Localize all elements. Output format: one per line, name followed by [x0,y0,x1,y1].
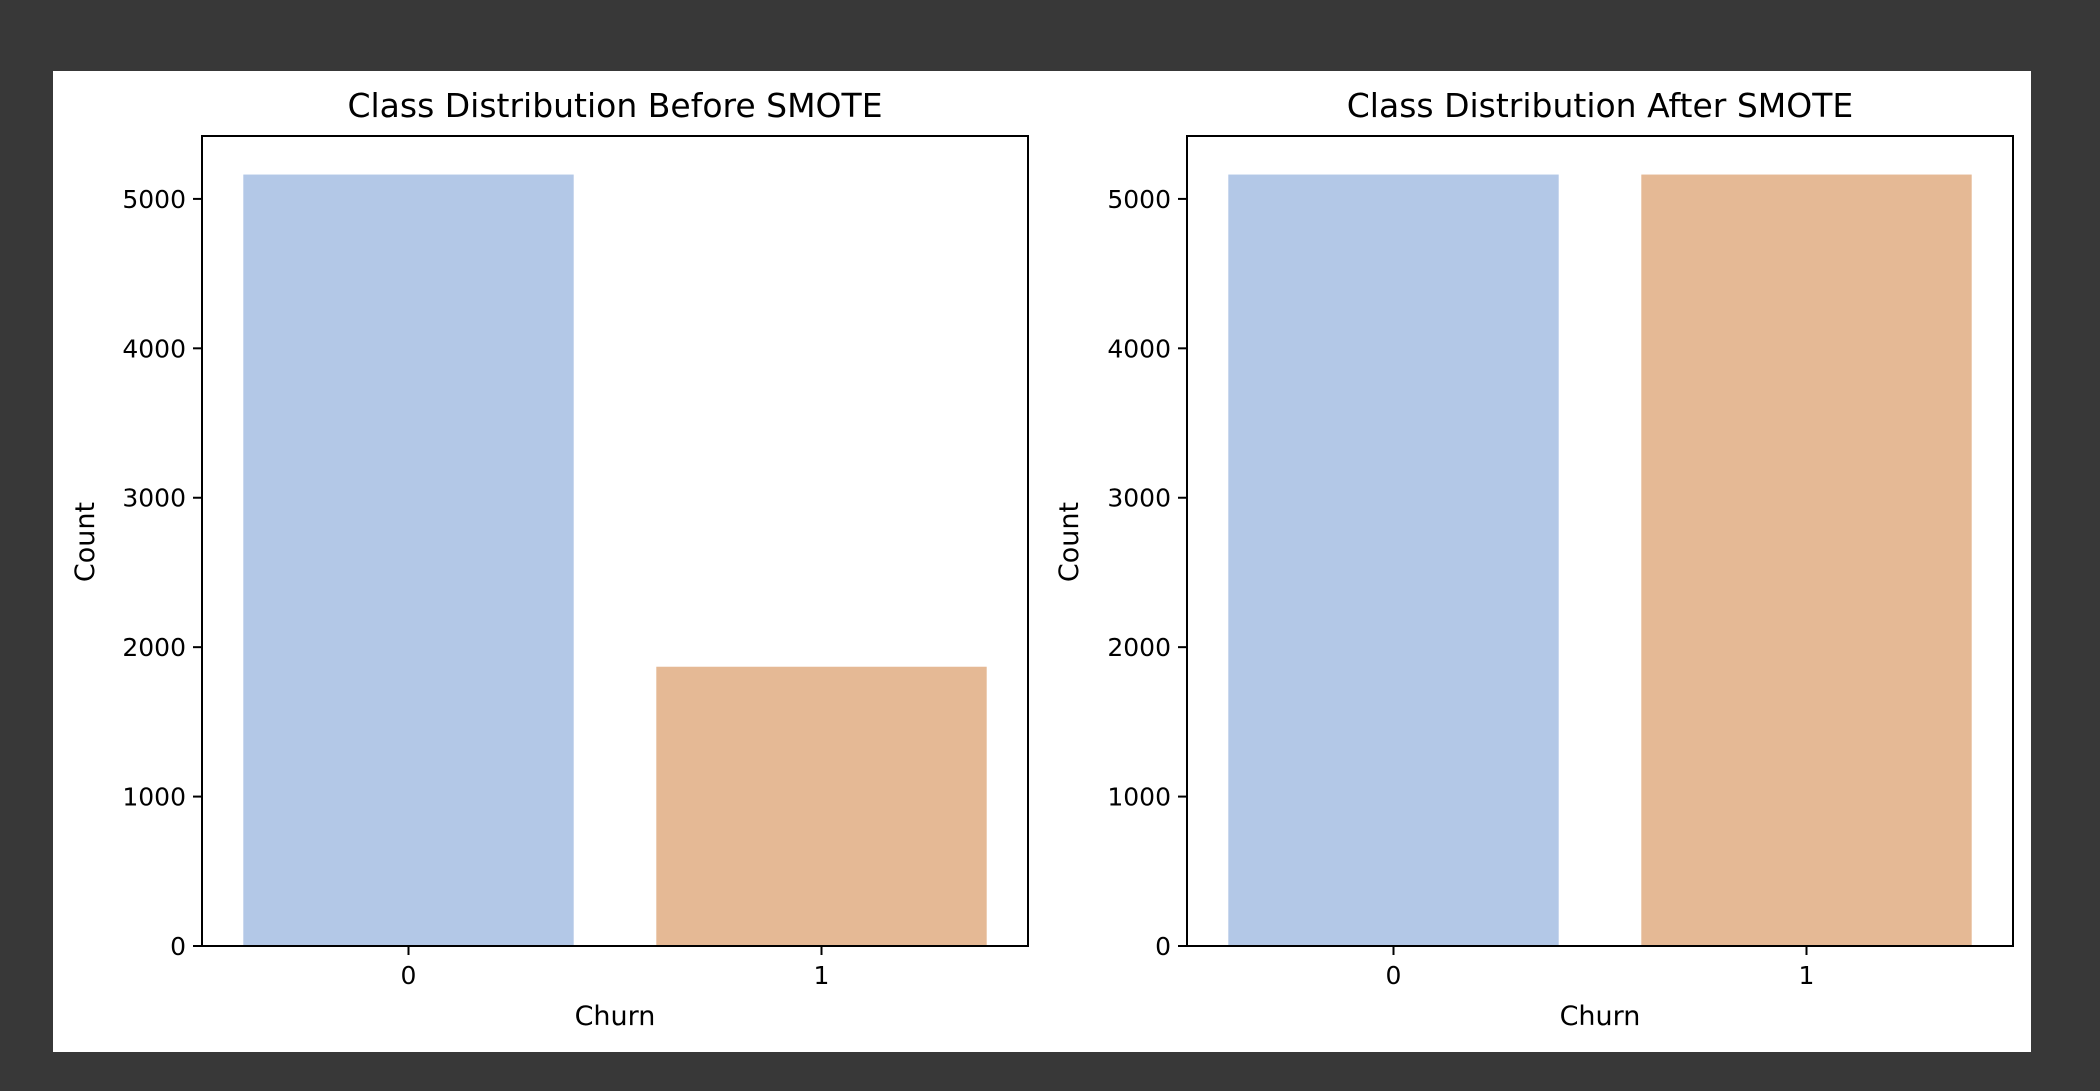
y-tick-label: 1000 [122,783,186,812]
y-tick-label: 0 [1155,932,1171,961]
x-tick-label: 1 [814,961,830,990]
y-axis-label: Count [70,502,101,582]
y-tick-label: 0 [170,932,186,961]
bar-churn-0 [243,174,574,947]
axes-frame [201,135,1029,947]
axes-frame [1186,135,2014,947]
y-tick-label: 4000 [1107,334,1171,363]
y-tick-label: 1000 [1107,783,1171,812]
x-axis-label: Churn [1560,1001,1641,1032]
y-tick-label: 5000 [122,185,186,214]
x-tick-label: 0 [401,961,417,990]
y-tick-label: 2000 [122,633,186,662]
y-tick-label: 3000 [1107,484,1171,513]
bar-churn-1 [656,666,987,946]
x-tick-label: 0 [1386,961,1402,990]
chart-title: Class Distribution After SMOTE [1347,86,1853,125]
bar-churn-1 [1641,174,1972,947]
y-tick-label: 3000 [122,484,186,513]
y-axis-label: Count [1054,502,1085,582]
chart-title: Class Distribution Before SMOTE [347,86,882,125]
y-tick-label: 5000 [1107,185,1171,214]
x-tick-label: 1 [1799,961,1815,990]
x-axis-label: Churn [575,1001,656,1032]
y-tick-label: 2000 [1107,633,1171,662]
bar-churn-0 [1228,174,1559,947]
chart-after-smote: Class Distribution After SMOTE Churn Cou… [1054,86,2014,1032]
y-tick-label: 4000 [122,334,186,363]
chart-before-smote: Class Distribution Before SMOTE Churn Co… [70,86,1029,1032]
